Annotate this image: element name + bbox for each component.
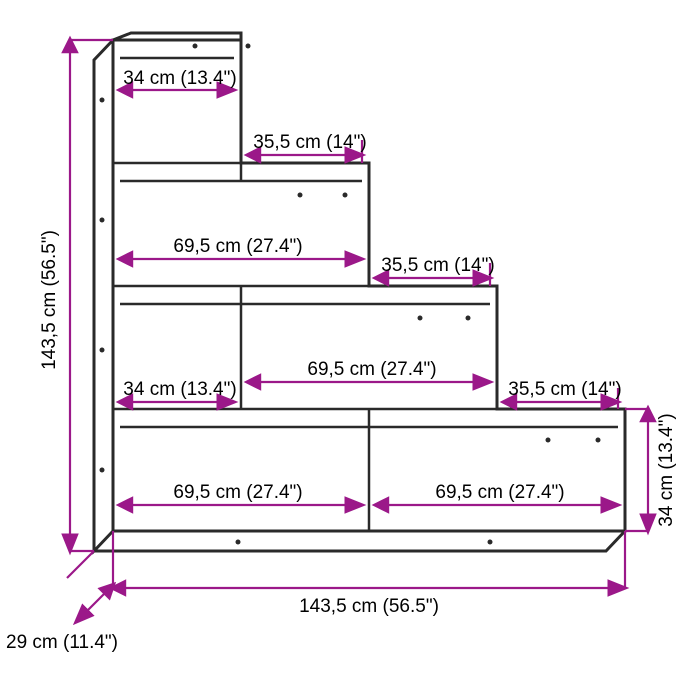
bottom-695-L-label: 69,5 cm (27.4") xyxy=(173,482,302,503)
step3-355-label: 35,5 cm (14") xyxy=(508,379,621,400)
shelf-outline xyxy=(94,33,625,551)
height-label: 143,5 cm (56.5") xyxy=(39,230,60,370)
step2-695-label: 69,5 cm (27.4") xyxy=(173,236,302,257)
bottom-695-R-label: 69,5 cm (27.4") xyxy=(435,482,564,503)
depth-label: 29 cm (11.4") xyxy=(6,632,118,653)
top-34-label: 34 cm (13.4") xyxy=(123,68,236,89)
row4-34-label: 34 cm (13.4") xyxy=(123,379,236,400)
step1-355-label: 35,5 cm (14") xyxy=(253,132,366,153)
step3-695-label: 69,5 cm (27.4") xyxy=(307,359,436,380)
right-34-label: 34 cm (13.4") xyxy=(656,413,677,526)
dimension-lines: 143,5 cm (56.5") 143,5 cm (56.5") 29 cm … xyxy=(6,40,677,653)
width-label: 143,5 cm (56.5") xyxy=(299,596,439,617)
step2-355-label: 35,5 cm (14") xyxy=(381,255,494,276)
dimension-diagram: 143,5 cm (56.5") 143,5 cm (56.5") 29 cm … xyxy=(0,0,700,700)
